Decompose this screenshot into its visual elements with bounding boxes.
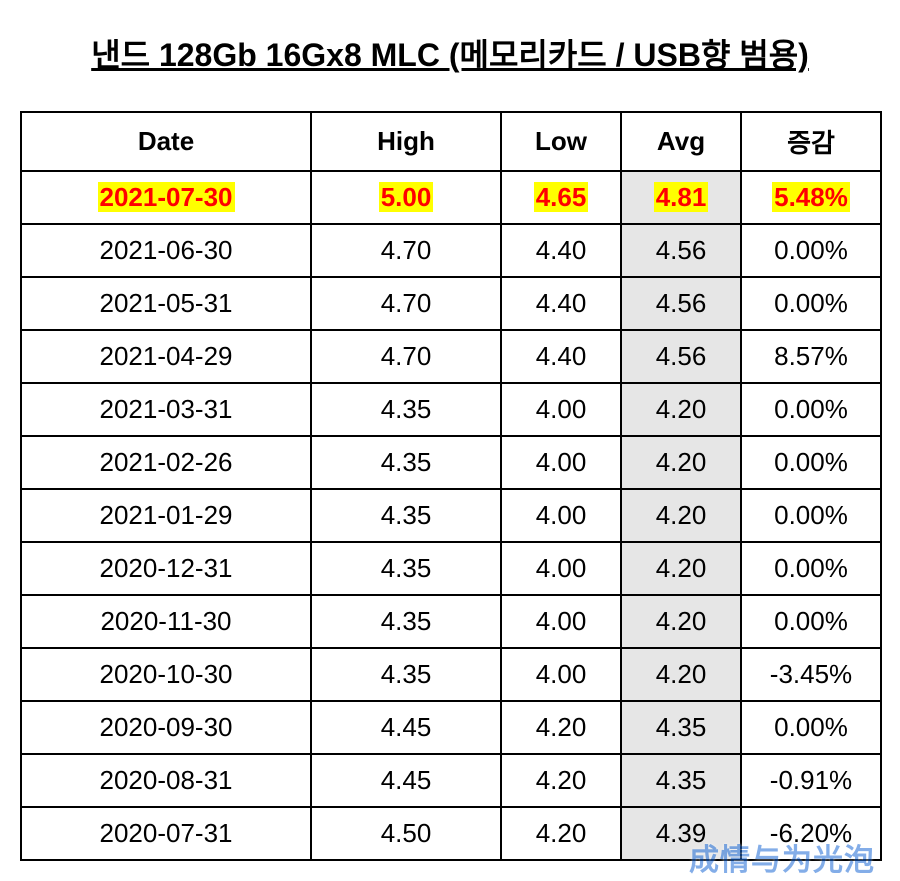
table-row: 2020-07-314.504.204.39-6.20% <box>21 807 881 860</box>
page-title: 낸드 128Gb 16Gx8 MLC (메모리카드 / USB향 범용) <box>20 30 880 76</box>
highlighted-value: 5.00 <box>379 182 434 212</box>
table-cell: 5.48% <box>741 171 881 224</box>
table-cell: 2020-09-30 <box>21 701 311 754</box>
table-cell: 4.35 <box>311 542 501 595</box>
table-cell: 0.00% <box>741 383 881 436</box>
highlighted-value: 4.65 <box>534 182 589 212</box>
col-header-date: Date <box>21 112 311 171</box>
table-cell: 4.20 <box>621 383 741 436</box>
highlighted-value: 2021-07-30 <box>98 182 235 212</box>
table-cell: 2021-01-29 <box>21 489 311 542</box>
table-cell: 4.35 <box>311 648 501 701</box>
table-cell: 0.00% <box>741 542 881 595</box>
table-cell: 5.00 <box>311 171 501 224</box>
table-cell: 4.35 <box>621 701 741 754</box>
table-cell: 4.20 <box>621 542 741 595</box>
table-row: 2020-08-314.454.204.35-0.91% <box>21 754 881 807</box>
table-cell: 4.40 <box>501 224 621 277</box>
table-row: 2020-10-304.354.004.20-3.45% <box>21 648 881 701</box>
table-cell: 4.00 <box>501 383 621 436</box>
table-cell: 4.50 <box>311 807 501 860</box>
col-header-low: Low <box>501 112 621 171</box>
table-cell: 0.00% <box>741 701 881 754</box>
table-row: 2020-11-304.354.004.200.00% <box>21 595 881 648</box>
table-cell: 2020-10-30 <box>21 648 311 701</box>
table-cell: 2020-12-31 <box>21 542 311 595</box>
table-cell: 2021-07-30 <box>21 171 311 224</box>
table-cell: 4.81 <box>621 171 741 224</box>
table-cell: 4.39 <box>621 807 741 860</box>
table-row: 2021-04-294.704.404.568.57% <box>21 330 881 383</box>
table-cell: 4.20 <box>621 648 741 701</box>
table-body: 2021-07-30 5.00 4.65 4.81 5.48% 2021-06-304.7… <box>21 171 881 860</box>
table-cell: 4.70 <box>311 224 501 277</box>
table-cell: 4.20 <box>501 701 621 754</box>
table-cell: 4.56 <box>621 277 741 330</box>
table-cell: 2021-02-26 <box>21 436 311 489</box>
table-cell: 0.00% <box>741 595 881 648</box>
table-cell: 4.20 <box>621 436 741 489</box>
table-cell: 2021-05-31 <box>21 277 311 330</box>
col-header-high: High <box>311 112 501 171</box>
table-cell: 4.00 <box>501 489 621 542</box>
table-cell: 2021-06-30 <box>21 224 311 277</box>
table-cell: 0.00% <box>741 277 881 330</box>
table-cell: 2020-11-30 <box>21 595 311 648</box>
table-cell: 4.70 <box>311 330 501 383</box>
table-cell: 4.00 <box>501 542 621 595</box>
table-cell: 4.00 <box>501 648 621 701</box>
table-header-row: Date High Low Avg 증감 <box>21 112 881 171</box>
table-cell: 4.00 <box>501 436 621 489</box>
table-cell: 4.56 <box>621 224 741 277</box>
table-cell: 4.65 <box>501 171 621 224</box>
table-cell: 4.56 <box>621 330 741 383</box>
table-cell: 4.35 <box>311 489 501 542</box>
table-cell: 8.57% <box>741 330 881 383</box>
table-row: 2020-12-314.354.004.200.00% <box>21 542 881 595</box>
table-cell: 4.20 <box>621 595 741 648</box>
table-row: 2020-09-304.454.204.350.00% <box>21 701 881 754</box>
table-row: 2021-03-314.354.004.200.00% <box>21 383 881 436</box>
price-table: Date High Low Avg 증감 2021-07-30 5.00 4.65 4… <box>20 111 882 861</box>
table-cell: 4.45 <box>311 754 501 807</box>
table-cell: 4.35 <box>621 754 741 807</box>
col-header-change: 증감 <box>741 112 881 171</box>
table-cell: 4.40 <box>501 330 621 383</box>
table-row: 2021-02-264.354.004.200.00% <box>21 436 881 489</box>
table-row: 2021-06-304.704.404.560.00% <box>21 224 881 277</box>
table-cell: 2020-08-31 <box>21 754 311 807</box>
table-cell: 4.20 <box>501 807 621 860</box>
table-cell: 4.00 <box>501 595 621 648</box>
highlighted-value: 5.48% <box>772 182 850 212</box>
table-cell: 4.35 <box>311 595 501 648</box>
table-cell: 2020-07-31 <box>21 807 311 860</box>
table-cell: 2021-03-31 <box>21 383 311 436</box>
table-cell: -0.91% <box>741 754 881 807</box>
table-row: 2021-07-30 5.00 4.65 4.81 5.48% <box>21 171 881 224</box>
table-cell: -3.45% <box>741 648 881 701</box>
table-cell: -6.20% <box>741 807 881 860</box>
table-cell: 4.35 <box>311 383 501 436</box>
table-cell: 0.00% <box>741 436 881 489</box>
table-cell: 4.20 <box>501 754 621 807</box>
table-cell: 0.00% <box>741 224 881 277</box>
table-cell: 4.35 <box>311 436 501 489</box>
table-cell: 4.70 <box>311 277 501 330</box>
col-header-avg: Avg <box>621 112 741 171</box>
table-cell: 4.40 <box>501 277 621 330</box>
table-row: 2021-05-314.704.404.560.00% <box>21 277 881 330</box>
table-cell: 0.00% <box>741 489 881 542</box>
table-cell: 2021-04-29 <box>21 330 311 383</box>
table-cell: 4.20 <box>621 489 741 542</box>
table-cell: 4.45 <box>311 701 501 754</box>
table-row: 2021-01-294.354.004.200.00% <box>21 489 881 542</box>
highlighted-value: 4.81 <box>654 182 709 212</box>
